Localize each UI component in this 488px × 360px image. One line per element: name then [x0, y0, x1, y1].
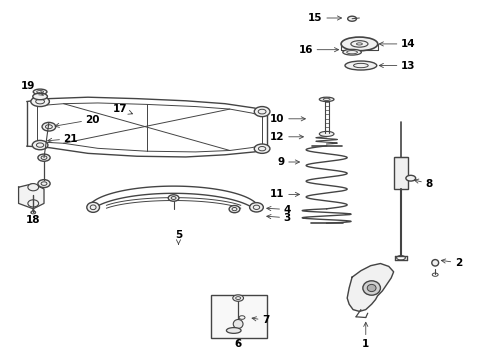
- Ellipse shape: [33, 89, 47, 94]
- Text: 10: 10: [269, 114, 305, 124]
- Text: 20: 20: [55, 114, 100, 127]
- Ellipse shape: [28, 184, 39, 191]
- Text: 18: 18: [26, 209, 41, 225]
- Text: 15: 15: [307, 13, 341, 23]
- Bar: [211, 295, 267, 338]
- Text: 11: 11: [269, 189, 299, 199]
- Text: 7: 7: [251, 315, 269, 325]
- Ellipse shape: [32, 140, 48, 150]
- Ellipse shape: [405, 175, 415, 181]
- Ellipse shape: [168, 195, 179, 201]
- Ellipse shape: [226, 328, 241, 333]
- Text: 4: 4: [266, 204, 290, 215]
- Ellipse shape: [33, 93, 47, 100]
- Ellipse shape: [342, 49, 361, 55]
- Text: 9: 9: [277, 157, 299, 167]
- Text: 21: 21: [48, 134, 78, 144]
- Polygon shape: [19, 184, 44, 209]
- Ellipse shape: [229, 206, 240, 213]
- Ellipse shape: [233, 320, 243, 328]
- Ellipse shape: [38, 180, 50, 188]
- Text: 1: 1: [362, 322, 368, 349]
- Text: 14: 14: [379, 39, 415, 49]
- Text: 17: 17: [112, 104, 132, 114]
- Text: 2: 2: [441, 258, 461, 268]
- Ellipse shape: [28, 200, 39, 207]
- Ellipse shape: [86, 202, 99, 212]
- Text: 16: 16: [298, 45, 338, 55]
- Ellipse shape: [254, 107, 269, 117]
- Ellipse shape: [232, 295, 243, 301]
- Text: 3: 3: [266, 213, 290, 223]
- Text: 6: 6: [234, 339, 241, 349]
- Text: 8: 8: [413, 179, 432, 189]
- Bar: [393, 157, 407, 189]
- Ellipse shape: [362, 281, 380, 295]
- Ellipse shape: [249, 203, 263, 212]
- Text: 13: 13: [379, 60, 415, 71]
- Text: 19: 19: [21, 81, 43, 95]
- Ellipse shape: [366, 284, 375, 292]
- Ellipse shape: [31, 96, 49, 107]
- Ellipse shape: [38, 154, 50, 161]
- Text: 5: 5: [175, 230, 182, 244]
- Ellipse shape: [319, 97, 333, 102]
- Ellipse shape: [42, 122, 56, 131]
- Ellipse shape: [347, 16, 356, 21]
- Polygon shape: [346, 264, 393, 311]
- Ellipse shape: [341, 37, 377, 51]
- Ellipse shape: [345, 61, 376, 70]
- Text: 12: 12: [269, 132, 303, 142]
- Ellipse shape: [431, 260, 438, 266]
- Ellipse shape: [319, 131, 333, 136]
- Ellipse shape: [254, 144, 269, 153]
